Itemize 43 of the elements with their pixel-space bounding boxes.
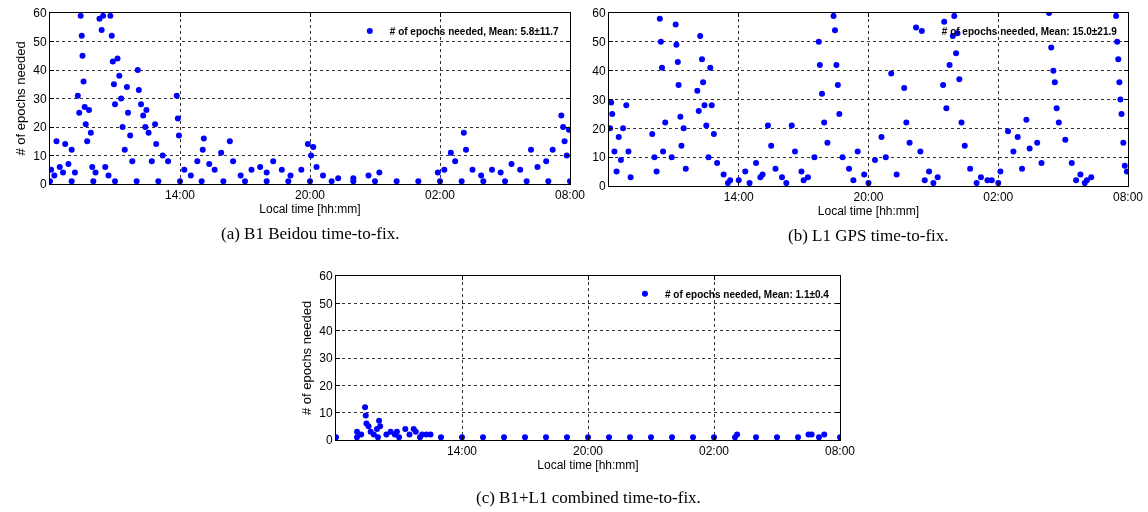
x-tick-label: 14:00 — [164, 188, 196, 203]
x-tick-label: 08:00 — [554, 188, 586, 203]
y-tick-label: 50 — [592, 35, 606, 50]
x-tick-label: 02:00 — [698, 444, 730, 459]
x-tick-label: 14:00 — [723, 190, 755, 205]
y-tick-label: 40 — [592, 63, 606, 78]
y-tick-label: 20 — [33, 120, 47, 135]
y-tick-label: 10 — [592, 150, 606, 165]
x-tick-label: 02:00 — [424, 188, 456, 203]
y-tick-label: 20 — [319, 378, 333, 393]
x-tick-label: 02:00 — [983, 190, 1014, 205]
y-tick-label: 60 — [319, 269, 333, 284]
y-tick-label: 30 — [592, 92, 606, 107]
x-tick-label: 08:00 — [824, 444, 856, 459]
x-tick-label: 20:00 — [294, 188, 326, 203]
x-axis-title: Local time [hh:mm] — [817, 204, 920, 219]
y-axis-title: # of epochs needed — [13, 41, 29, 156]
y-tick-label: 0 — [325, 433, 333, 448]
y-tick-label: 40 — [319, 323, 333, 338]
y-axis-title: # of epochs needed — [299, 300, 315, 416]
y-tick-label: 50 — [33, 34, 47, 49]
y-tick-label: 60 — [33, 6, 47, 21]
x-tick-label: 08:00 — [1112, 190, 1144, 205]
y-tick-label: 10 — [319, 405, 333, 420]
x-axis-title: Local time [hh:mm] — [259, 202, 361, 217]
y-tick-label: 0 — [39, 177, 47, 192]
text: (a) B1 Beidou time-to-fix. — [221, 224, 400, 243]
y-tick-label: 60 — [592, 6, 606, 21]
y-tick-label: 50 — [319, 296, 333, 311]
legend-label: # of epochs needed, Mean: 1.1±0.4 — [664, 288, 830, 300]
x-tick-label: 20:00 — [853, 190, 884, 205]
y-tick-label: 30 — [319, 351, 333, 366]
x-tick-label: 14:00 — [446, 444, 478, 459]
legend-label: # of epochs needed, Mean: 5.8±11.7 — [389, 25, 560, 37]
x-axis-title: Local time [hh:mm] — [537, 458, 639, 473]
y-tick-label: 10 — [33, 148, 47, 163]
y-tick-label: 20 — [592, 121, 606, 136]
y-tick-label: 40 — [33, 63, 47, 78]
text: (b) L1 GPS time-to-fix. — [788, 226, 949, 245]
y-tick-label: 0 — [598, 179, 606, 194]
y-tick-label: 30 — [33, 91, 47, 106]
x-tick-label: 20:00 — [572, 444, 604, 459]
text: (c) B1+L1 combined time-to-fix. — [476, 488, 701, 507]
